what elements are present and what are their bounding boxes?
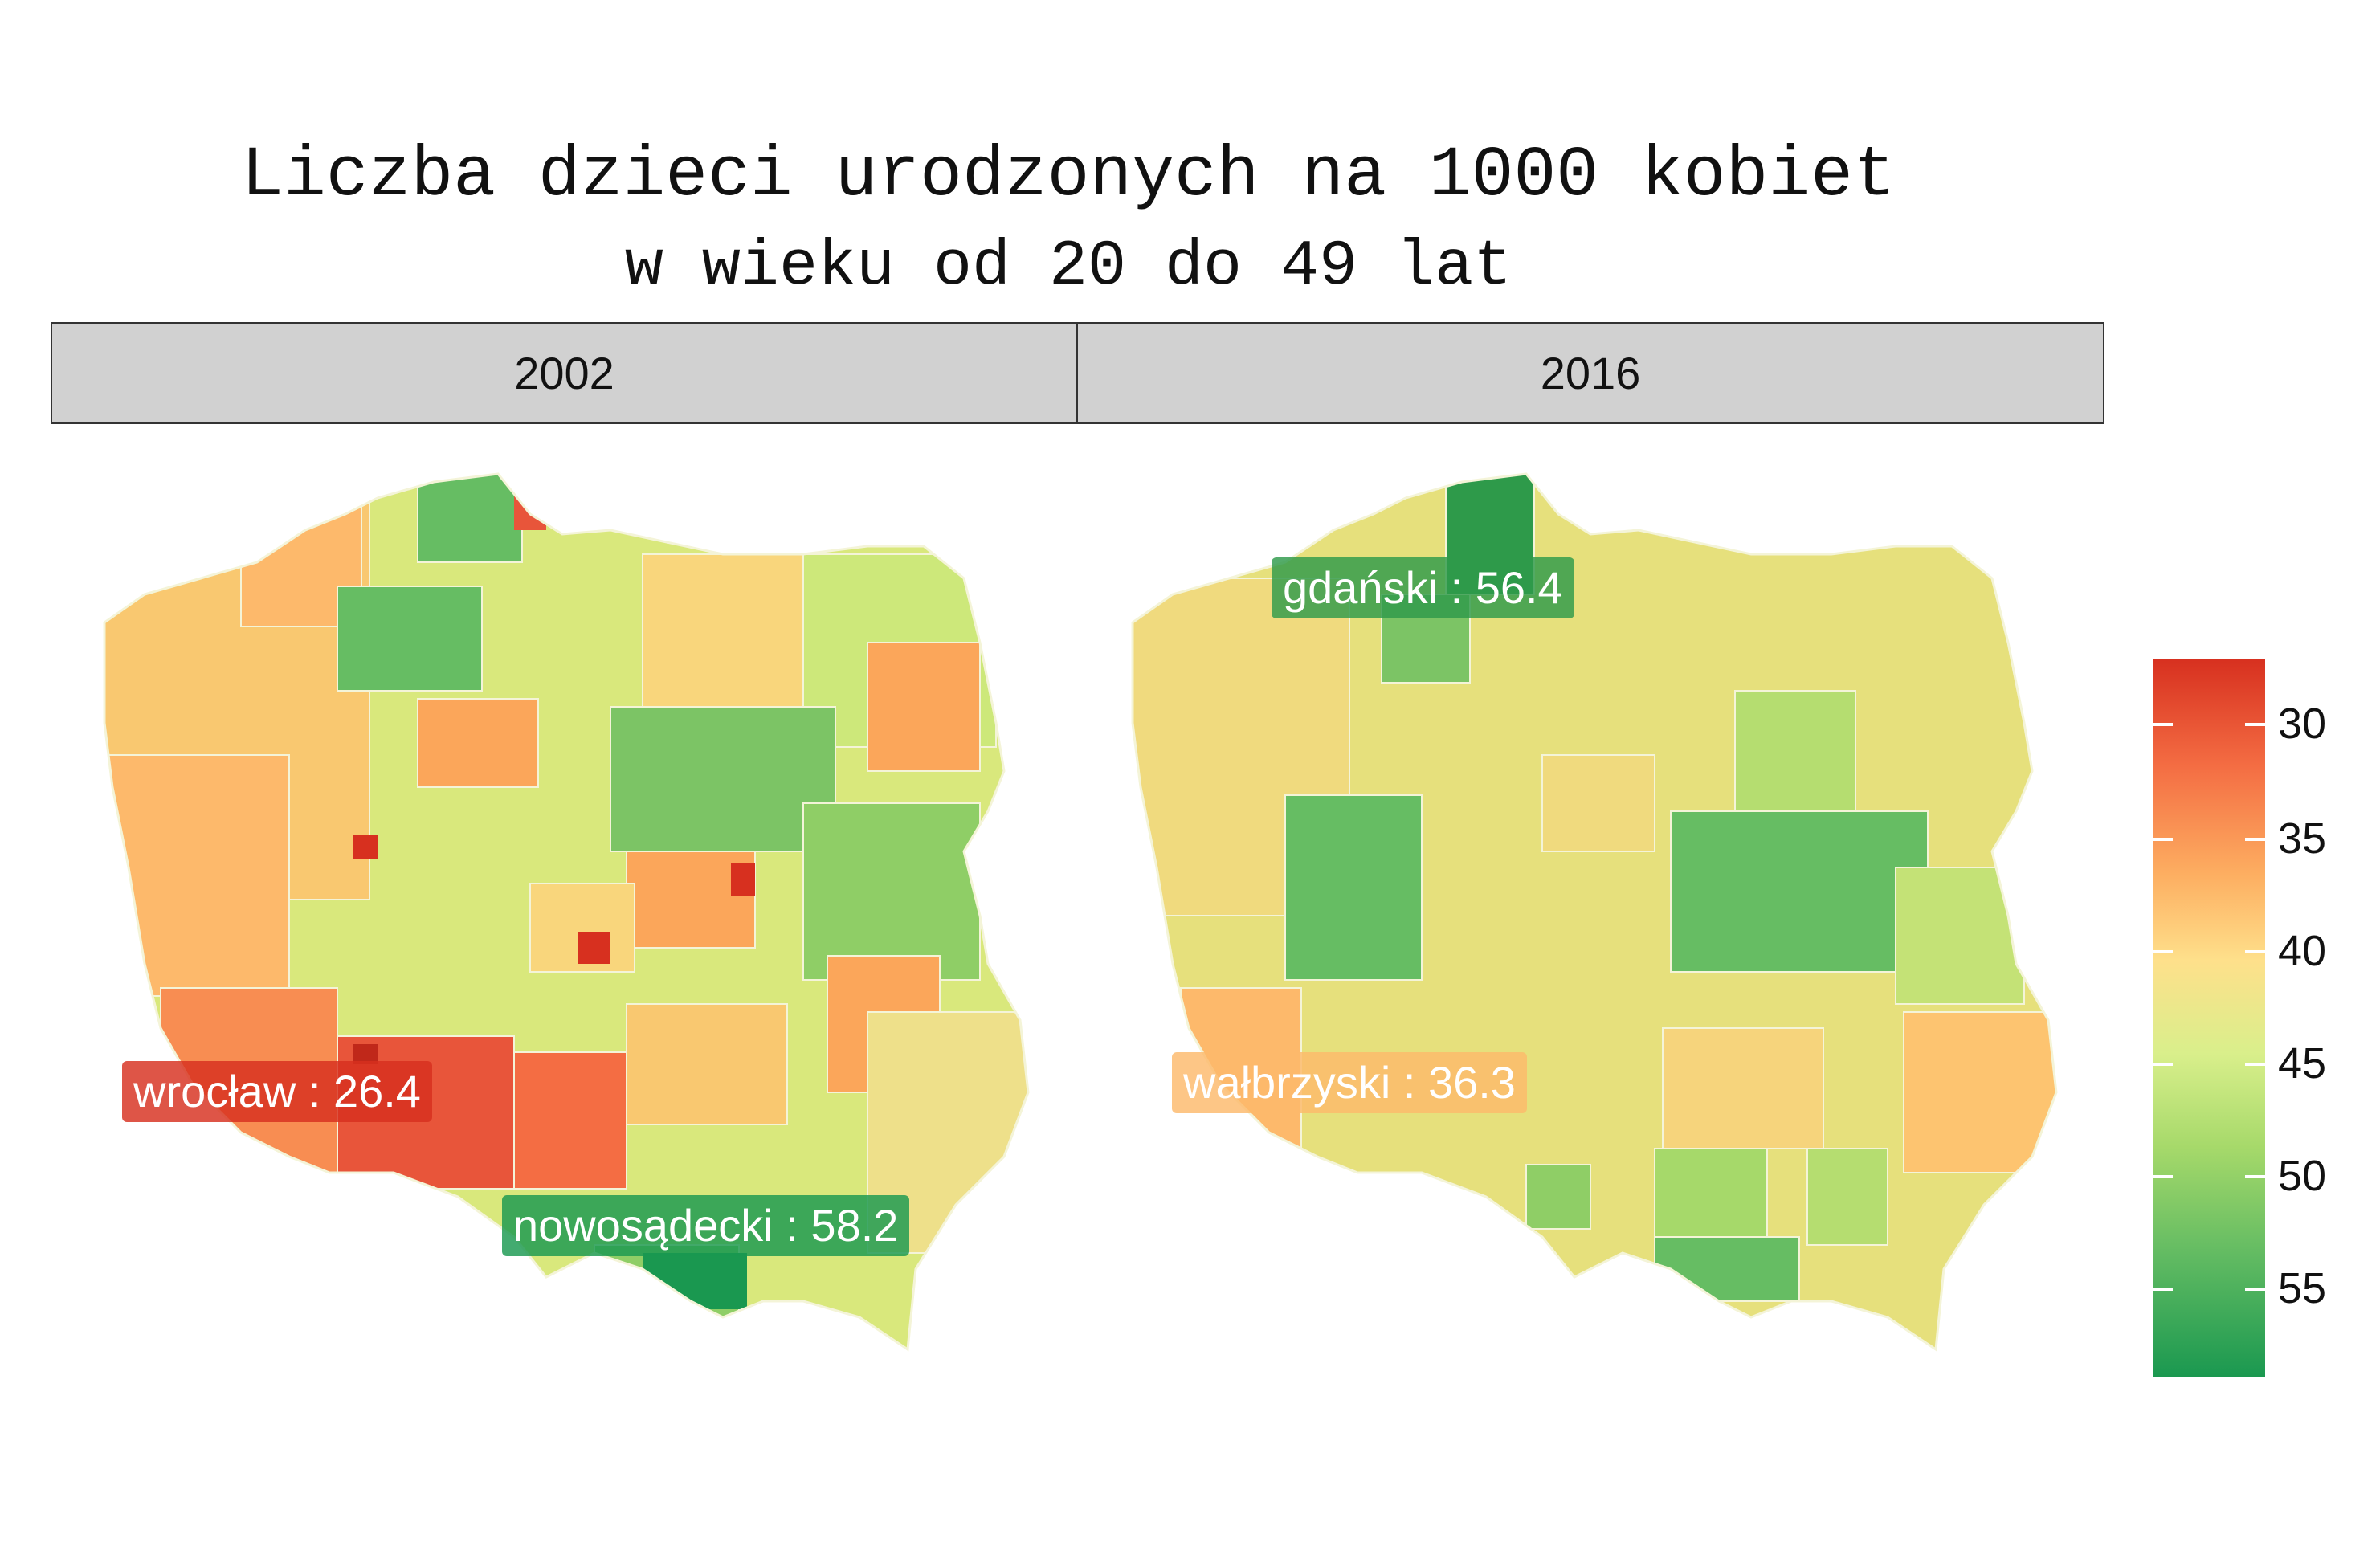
region-label-walbrzyski: wałbrzyski : 36.3 [1172, 1052, 1527, 1113]
map-2016 [1131, 472, 2058, 1352]
facet-strip-2002: 2002 [51, 322, 1078, 424]
legend-tick-marks [2153, 723, 2265, 1291]
legend-tick-45: 45 [2278, 1039, 2327, 1088]
region-label-wroclaw: wrocław : 26.4 [122, 1061, 432, 1122]
legend-tick-55: 55 [2278, 1264, 2327, 1312]
chart-subtitle: w wieku od 20 do 49 lat [624, 231, 1513, 304]
legend-tick-30: 30 [2278, 700, 2327, 748]
chart-title: Liczba dzieci urodzonych na 1000 kobiet [241, 137, 1896, 216]
region-label-nowosadecki: nowosądecki : 58.2 [502, 1195, 910, 1256]
legend-colorbar [2153, 659, 2265, 1377]
legend-tick-50: 50 [2278, 1152, 2327, 1200]
legend-tick-35: 35 [2278, 814, 2327, 863]
region-label-gdanski: gdański : 56.4 [1272, 557, 1574, 618]
facet-strip-2016: 2016 [1076, 322, 2104, 424]
legend-tick-40: 40 [2278, 927, 2327, 975]
